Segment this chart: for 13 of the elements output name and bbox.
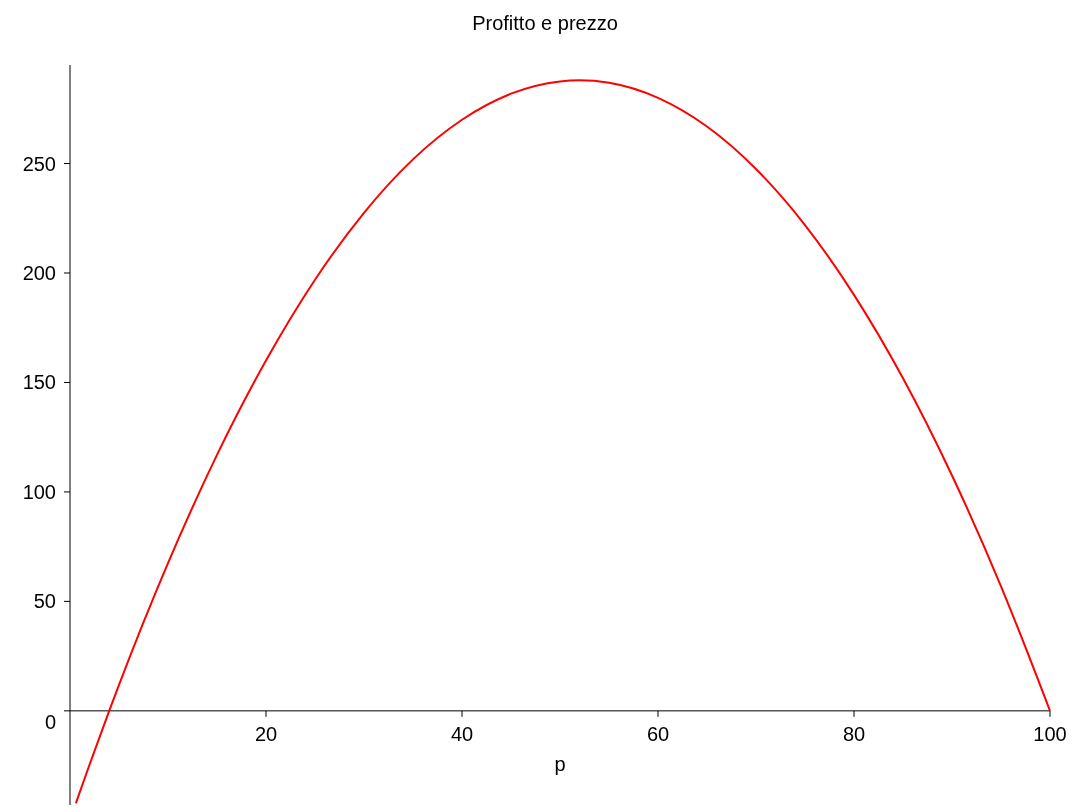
y-tick-label: 0 bbox=[44, 710, 56, 733]
x-tick-label: 80 bbox=[842, 722, 866, 745]
y-tick-label: 100 bbox=[22, 480, 56, 503]
x-tick-label: 60 bbox=[646, 722, 670, 745]
chart-title: Profitto e prezzo bbox=[472, 12, 618, 34]
x-tick-label: 40 bbox=[450, 722, 474, 745]
x-axis-title: p bbox=[554, 752, 566, 775]
x-tick-label: 20 bbox=[254, 722, 278, 745]
y-tick-label: 50 bbox=[33, 590, 56, 613]
y-tick-label: 250 bbox=[22, 152, 56, 175]
y-tick-label: 150 bbox=[22, 371, 56, 394]
y-tick-label: 200 bbox=[22, 261, 56, 284]
x-tick-label: 100 bbox=[1033, 722, 1067, 745]
